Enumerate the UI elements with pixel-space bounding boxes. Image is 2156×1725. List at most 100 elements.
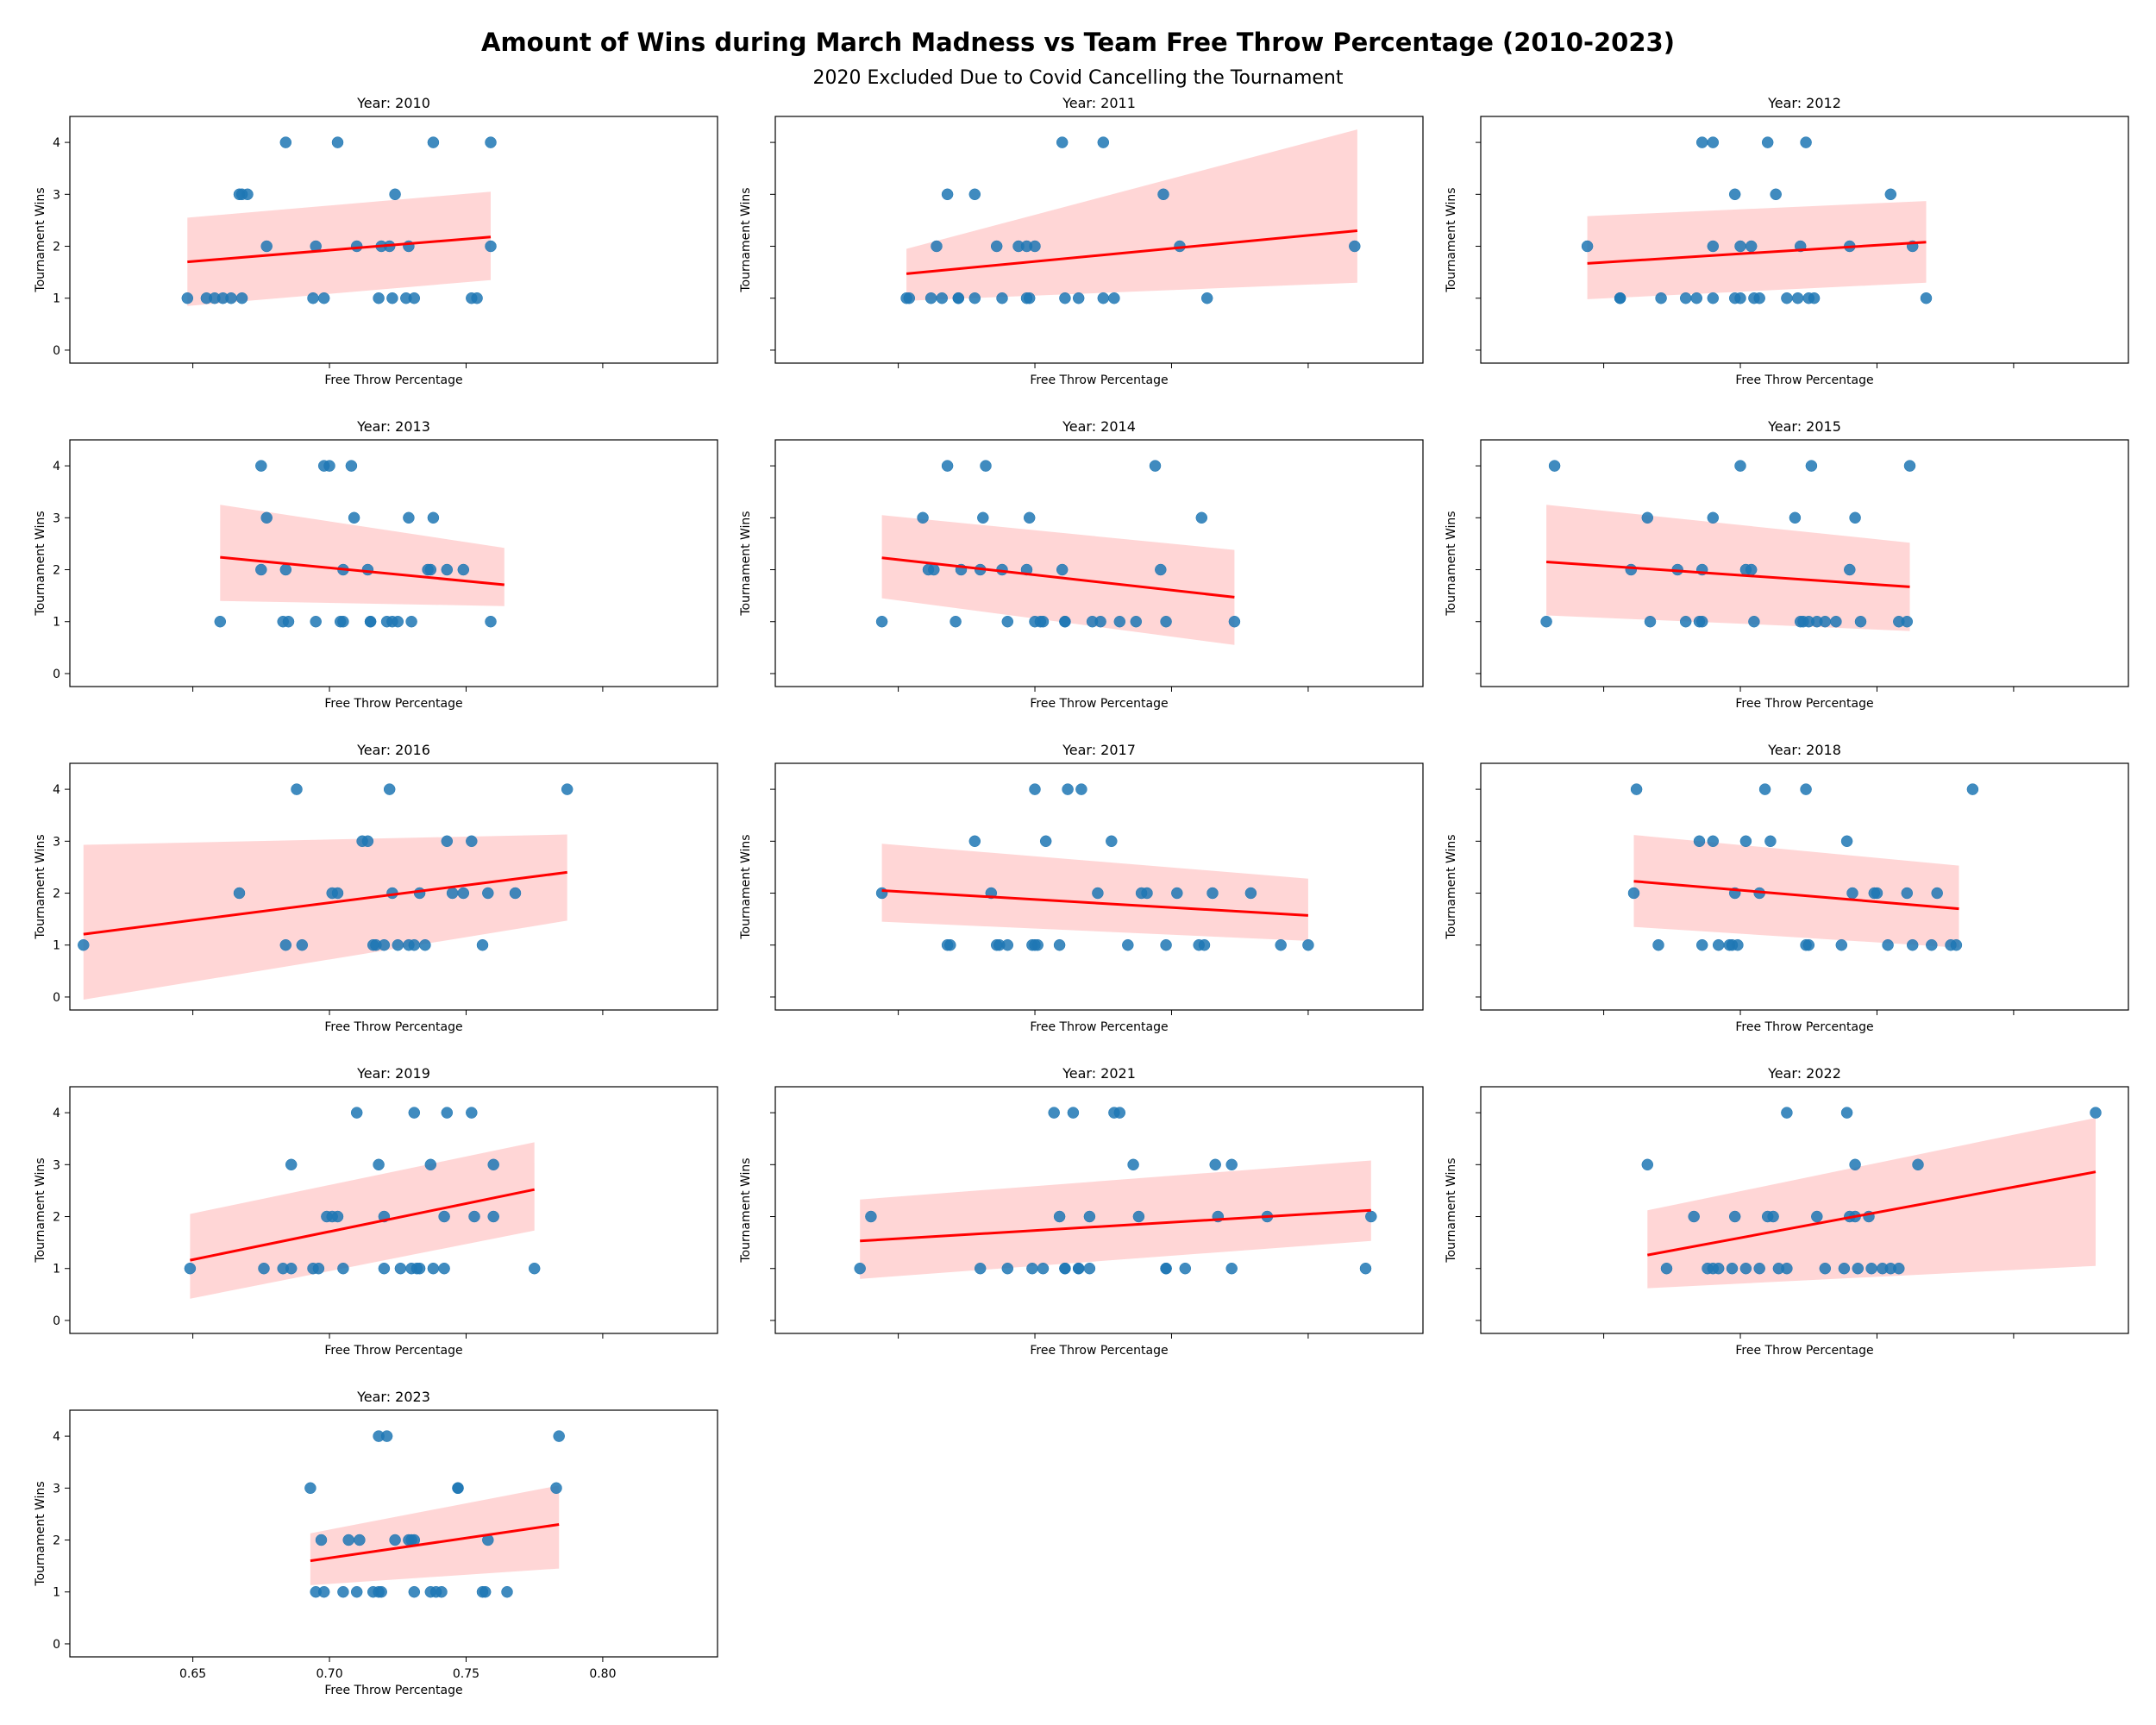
data-point <box>1001 938 1014 951</box>
data-point <box>1023 292 1036 304</box>
data-point <box>392 615 404 628</box>
data-point <box>331 1210 344 1223</box>
data-point <box>903 292 916 304</box>
data-point <box>315 1534 328 1546</box>
data-point <box>1901 887 1914 900</box>
data-point <box>1206 887 1219 900</box>
y-tick-label: 2 <box>53 564 60 578</box>
data-point <box>1852 1262 1865 1275</box>
data-point <box>968 835 981 848</box>
data-point <box>1846 887 1858 900</box>
data-point <box>419 938 431 951</box>
data-point <box>1108 292 1120 304</box>
data-point <box>1912 1158 1924 1171</box>
data-point <box>1950 938 1963 951</box>
panel-title: Year: 2012 <box>1767 95 1841 111</box>
data-point <box>389 1534 401 1546</box>
data-point <box>78 938 90 951</box>
regression-line <box>881 889 1308 917</box>
data-point <box>1097 136 1110 148</box>
data-point <box>1548 460 1561 472</box>
data-point <box>1745 240 1758 253</box>
data-point <box>485 240 497 253</box>
data-point <box>304 1482 317 1495</box>
data-point <box>1679 615 1692 628</box>
data-point <box>408 1107 421 1119</box>
regression-line <box>310 1523 560 1563</box>
data-point <box>528 1262 541 1275</box>
regression-line <box>83 870 567 936</box>
data-point <box>1200 292 1213 304</box>
data-point <box>427 136 440 148</box>
data-point <box>936 292 949 304</box>
data-point <box>1225 1262 1238 1275</box>
regression-line <box>1633 880 1959 911</box>
data-point <box>427 1262 440 1275</box>
y-axis-label: Tournament Wins <box>739 187 753 292</box>
data-point <box>392 938 404 951</box>
data-point <box>1748 615 1760 628</box>
data-point <box>350 1585 363 1598</box>
y-tick-label: 0 <box>53 1638 60 1652</box>
data-point <box>941 188 954 201</box>
data-point <box>476 938 489 951</box>
data-point <box>1805 460 1818 472</box>
regression-line <box>860 1208 1371 1243</box>
data-point <box>1728 188 1741 201</box>
data-point <box>1739 1262 1752 1275</box>
data-point <box>337 615 349 628</box>
data-point <box>235 292 248 304</box>
data-point <box>550 1482 562 1495</box>
data-point <box>1854 615 1867 628</box>
data-point <box>345 460 358 472</box>
scatter-panel: Year: 2017 Free Throw Percentage Tournamen… <box>739 742 1424 1034</box>
figure-subtitle: 2020 Excluded Due to Covid Cancelling th… <box>812 67 1344 89</box>
data-point <box>424 1158 437 1171</box>
regression-line <box>187 235 492 264</box>
y-tick-label: 1 <box>53 292 60 306</box>
data-point <box>931 240 943 253</box>
data-point <box>1734 240 1746 253</box>
data-point <box>974 1262 987 1275</box>
data-point <box>403 511 415 524</box>
data-point <box>928 563 940 576</box>
y-tick-label: 3 <box>53 1482 60 1496</box>
data-point <box>1614 292 1626 304</box>
data-point <box>1767 1210 1779 1223</box>
panel-title: Year: 2016 <box>356 742 430 758</box>
regression-line <box>1545 561 1910 588</box>
panel-title: Year: 2014 <box>1062 418 1136 435</box>
data-point <box>944 938 956 951</box>
data-point <box>1753 1262 1765 1275</box>
y-tick-label: 4 <box>53 136 60 150</box>
data-point <box>380 1430 393 1442</box>
y-tick-label: 3 <box>53 188 60 202</box>
data-point <box>1083 1210 1096 1223</box>
data-point <box>1920 292 1933 304</box>
scatter-panel: Year: 2018 Free Throw Percentage Tournamen… <box>1445 742 2129 1034</box>
axes-frame <box>1480 1086 2129 1334</box>
data-point <box>1641 1158 1654 1171</box>
scatter-panel: 0 1 2 3 4 Year: 2016 Free Throw Percentage Tour… <box>34 742 718 1034</box>
data-point <box>331 136 344 148</box>
data-point <box>394 1262 407 1275</box>
data-point <box>1690 292 1703 304</box>
data-point <box>482 887 494 900</box>
data-point <box>438 1210 450 1223</box>
scatter-panel: Year: 2022 Free Throw Percentage Tournamen… <box>1445 1065 2129 1358</box>
confidence-band <box>83 834 567 1000</box>
data-point <box>485 615 497 628</box>
data-point <box>553 1430 565 1442</box>
y-axis-label: Tournament Wins <box>34 834 47 939</box>
axes-frame <box>69 1409 718 1658</box>
data-point <box>1688 1210 1700 1223</box>
data-point <box>1037 615 1050 628</box>
data-point <box>1726 1262 1739 1275</box>
data-point <box>1693 835 1706 848</box>
data-point <box>487 1158 499 1171</box>
axes-frame <box>69 762 718 1011</box>
panel-title: Year: 2021 <box>1062 1065 1136 1082</box>
data-point <box>441 563 454 576</box>
data-point <box>1039 835 1052 848</box>
x-axis-label: Free Throw Percentage <box>324 373 462 387</box>
